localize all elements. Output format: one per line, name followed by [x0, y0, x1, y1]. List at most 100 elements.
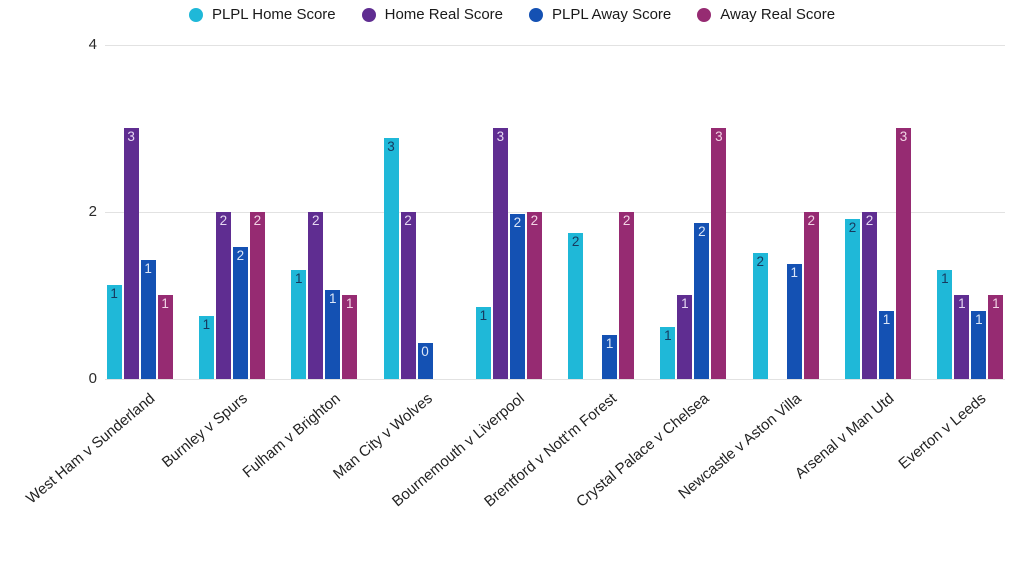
- x-axis-label: Burnley v Spurs: [158, 390, 251, 472]
- bar[interactable]: 1: [786, 264, 802, 379]
- bar[interactable]: 1: [937, 270, 953, 379]
- bar-value-label: 1: [294, 271, 303, 286]
- bar[interactable]: 2: [752, 253, 768, 379]
- bar[interactable]: 2: [509, 214, 525, 379]
- bar[interactable]: 1: [325, 290, 341, 379]
- bar[interactable]: 1: [677, 295, 693, 379]
- bar[interactable]: 2: [862, 212, 878, 379]
- bar-value-label: 2: [236, 248, 245, 263]
- bar-value-label: 1: [941, 271, 949, 286]
- bar-value-label: 2: [253, 213, 262, 228]
- bar-value-label: 1: [790, 265, 798, 280]
- legend-swatch-icon: [529, 7, 544, 22]
- bar-value-label: 2: [311, 213, 320, 228]
- bar[interactable]: 1: [106, 285, 122, 379]
- bar[interactable]: 3: [896, 128, 912, 379]
- bar[interactable]: 2: [694, 223, 710, 379]
- bar[interactable]: 3: [383, 138, 399, 379]
- legend-swatch-icon: [188, 7, 203, 22]
- bar[interactable]: 1: [971, 311, 987, 379]
- bar[interactable]: 1: [988, 295, 1004, 379]
- x-axis-label: Fulham v Brighton: [238, 390, 344, 482]
- legend-label: PLPL Away Score: [552, 6, 672, 23]
- x-axis-label: Man City v Wolves: [329, 390, 436, 483]
- bar[interactable]: 2: [619, 212, 635, 379]
- bar[interactable]: 1: [602, 335, 618, 379]
- bar-value-label: 3: [127, 129, 135, 144]
- bar-value-label: 1: [882, 312, 891, 327]
- bar-group: 1 3 1 1: [106, 128, 173, 379]
- bar-value-label: 2: [404, 213, 412, 228]
- bar[interactable]: 1: [342, 295, 358, 379]
- bar-value-label: 1: [161, 296, 169, 311]
- bar-value-label: 2: [622, 213, 631, 228]
- gridline: [105, 378, 1005, 380]
- y-axis-tick: 0: [88, 370, 97, 387]
- bar[interactable]: 2: [526, 212, 542, 379]
- gridline: [105, 211, 1005, 213]
- bar[interactable]: 3: [123, 128, 139, 379]
- bar-value-label: 2: [219, 213, 228, 228]
- bar-value-label: 1: [144, 261, 152, 276]
- bar[interactable]: 3: [711, 128, 727, 379]
- legend-item[interactable]: PLPL Away Score: [529, 6, 671, 23]
- bar-value-label: 2: [513, 215, 522, 230]
- bar[interactable]: 2: [232, 247, 248, 379]
- bar-group: 1 1 2 3: [660, 128, 727, 379]
- bar-value-label: 1: [605, 336, 614, 351]
- bar-value-label: 1: [975, 312, 983, 327]
- bar-value-label: 1: [110, 286, 118, 301]
- y-axis-tick: 4: [88, 36, 97, 53]
- bar[interactable]: 2: [249, 212, 265, 379]
- bar-value-label: 3: [715, 129, 723, 144]
- bar[interactable]: 1: [291, 270, 307, 379]
- bar[interactable]: 1: [157, 295, 173, 379]
- bar[interactable]: 1: [140, 260, 156, 379]
- bar[interactable]: 1: [660, 327, 676, 379]
- x-axis-label: Arsenal v Man Utd: [791, 390, 897, 483]
- bar[interactable]: 1: [475, 307, 491, 379]
- gridline: [105, 44, 1005, 46]
- bar-group: 3 2 0: [383, 138, 450, 379]
- bar-group: 2 1 2: [752, 212, 819, 379]
- legend-item[interactable]: PLPL Home Score: [188, 6, 336, 23]
- legend-item[interactable]: Away Real Score: [697, 6, 835, 23]
- bar-value-label: 1: [681, 296, 689, 311]
- bar-value-label: 2: [698, 224, 706, 239]
- bar-group: 1 2 2 2: [198, 212, 265, 379]
- bar[interactable]: 2: [308, 212, 324, 379]
- bar[interactable]: 0: [417, 343, 433, 379]
- bar-value-label: 2: [848, 220, 857, 235]
- legend-swatch-icon: [361, 7, 376, 22]
- legend: PLPL Home Score Home Real Score PLPL Away …: [0, 6, 1024, 23]
- bar-value-label: 1: [345, 296, 354, 311]
- bar[interactable]: 2: [215, 212, 231, 379]
- bar-value-label: 1: [479, 308, 488, 323]
- bar-value-label: 2: [865, 213, 874, 228]
- bar[interactable]: 2: [400, 212, 416, 379]
- legend-item[interactable]: Home Real Score: [361, 6, 504, 23]
- legend-label: PLPL Home Score: [211, 6, 336, 23]
- bar-value-label: 2: [807, 213, 815, 228]
- bar-value-label: 1: [992, 296, 1000, 311]
- legend-swatch-icon: [697, 7, 712, 22]
- bar-value-label: 1: [202, 317, 211, 332]
- bar-value-label: 1: [328, 291, 337, 306]
- legend-label: Home Real Score: [384, 6, 504, 23]
- legend-label: Away Real Score: [720, 6, 836, 23]
- bar[interactable]: 2: [568, 233, 584, 379]
- bar[interactable]: 3: [492, 128, 508, 379]
- bar[interactable]: 2: [803, 212, 819, 379]
- bar[interactable]: 1: [198, 316, 214, 379]
- bar[interactable]: 1: [879, 311, 895, 379]
- bar[interactable]: 1: [954, 295, 970, 379]
- bar-value-label: 0: [421, 344, 429, 359]
- bar-value-label: 2: [756, 254, 764, 269]
- bar[interactable]: 2: [845, 219, 861, 379]
- bar-group: 2 1 2: [568, 212, 635, 379]
